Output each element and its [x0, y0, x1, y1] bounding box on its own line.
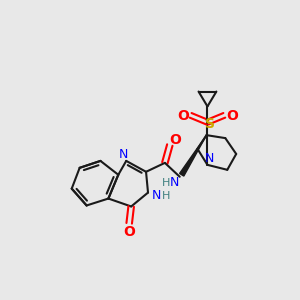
- Text: O: O: [177, 109, 189, 123]
- Text: H: H: [162, 178, 170, 188]
- Text: S: S: [206, 117, 215, 131]
- Text: N: N: [205, 152, 214, 165]
- Text: H: H: [162, 190, 170, 201]
- Text: O: O: [169, 133, 181, 147]
- Text: O: O: [226, 109, 238, 123]
- Text: N: N: [118, 148, 128, 161]
- Text: O: O: [123, 225, 135, 239]
- Polygon shape: [180, 135, 206, 176]
- Text: N: N: [151, 189, 160, 202]
- Text: N: N: [170, 176, 179, 189]
